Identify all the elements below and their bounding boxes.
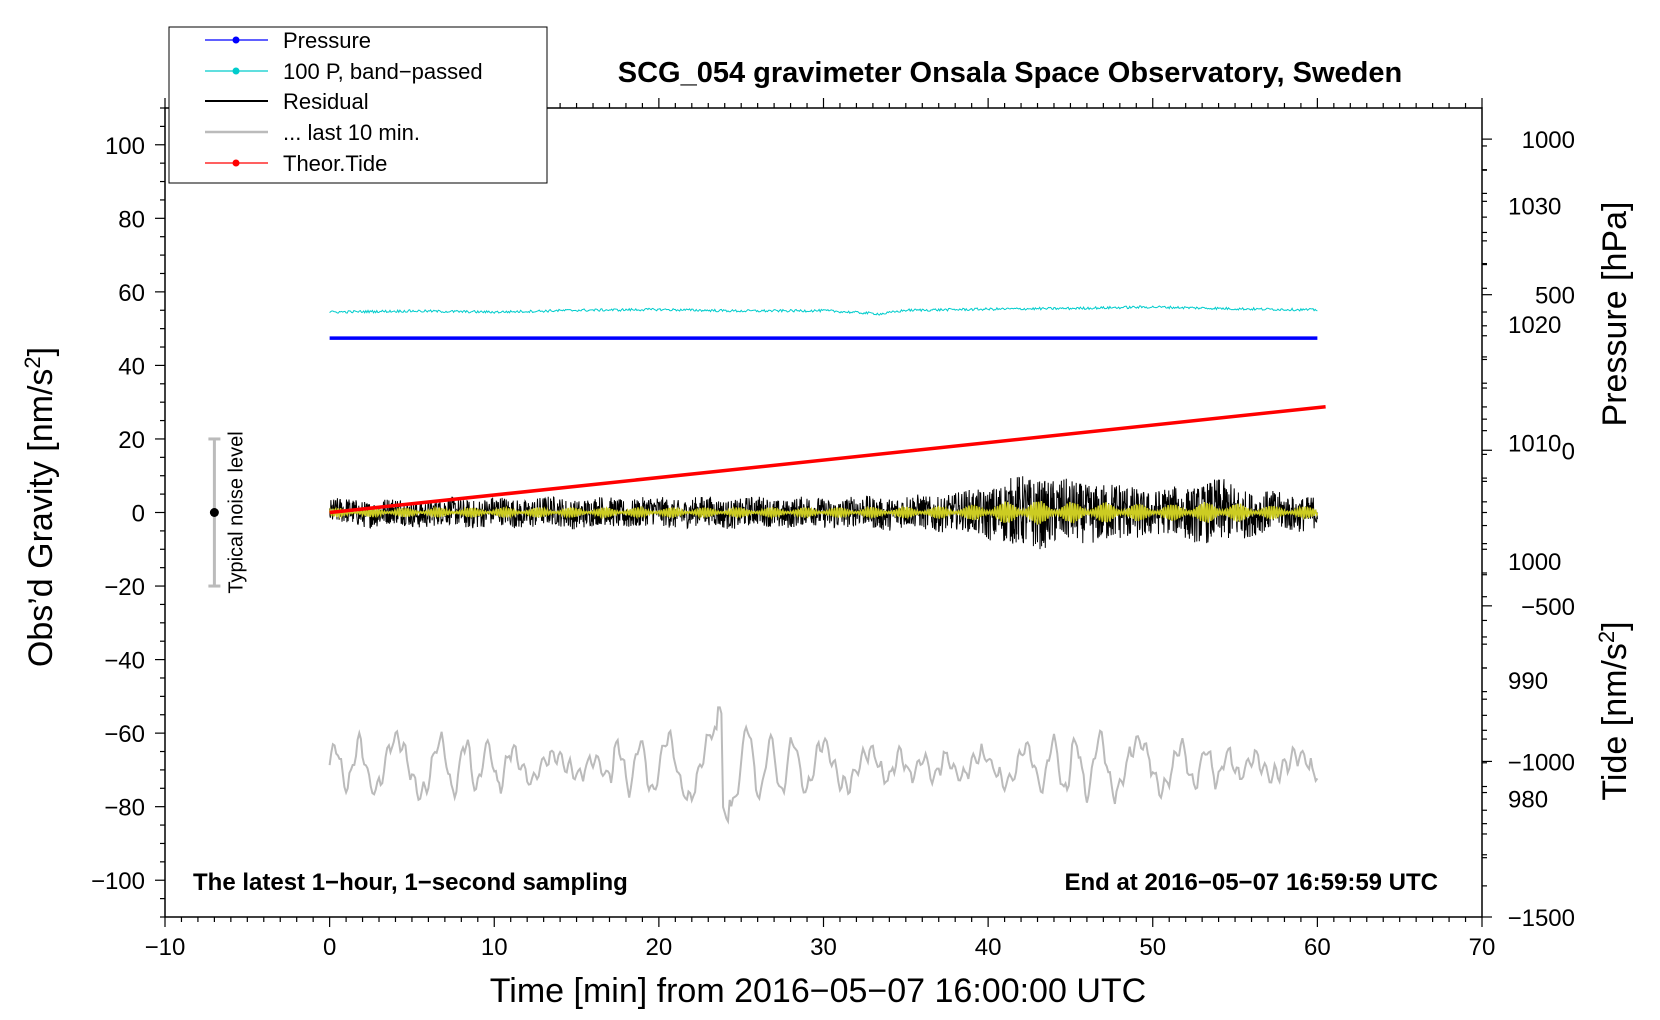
y-axis-label-left: Obs’d Gravity [nm/s2]	[20, 347, 61, 667]
series-theor-tide	[329, 404, 1326, 515]
y-tick-label: 80	[118, 206, 145, 233]
legend-box	[168, 26, 548, 184]
y-tick-label: −60	[104, 721, 145, 748]
y-tick-label: 40	[118, 353, 145, 380]
tide-tick-label: −500	[1521, 594, 1575, 621]
series-residual	[329, 476, 1318, 550]
pressure-tick-label: 980	[1508, 786, 1548, 813]
legend-marker-tide	[232, 159, 240, 167]
legend-label-bandpassed: 100 P, band−passed	[283, 59, 483, 84]
y-axis-label-left-end: ]	[22, 347, 60, 356]
y-axis-label-tide-end: ]	[1596, 621, 1634, 630]
ticks-layer: −10 0 10 20 30 40 50 60 70−100−80−60−40−20020406…	[91, 98, 1575, 961]
tide-tick-label: 1000	[1522, 127, 1575, 154]
x-tick-label: 0	[323, 934, 336, 961]
y-tick-label: −80	[104, 795, 145, 822]
legend: Pressure 100 P, band−passed Residual ...…	[168, 26, 548, 184]
x-tick-label: 20	[646, 934, 673, 961]
series-band-passed	[329, 305, 1318, 316]
y-tick-label: −40	[104, 648, 145, 675]
y-tick-label: 20	[118, 427, 145, 454]
noise-center-dot	[209, 508, 219, 517]
noise-level-indicator: Typical noise level	[208, 431, 247, 594]
pressure-tick-label: 1000	[1508, 549, 1561, 576]
y-tick-label: 0	[132, 501, 145, 528]
annotation-sampling: The latest 1−hour, 1−second sampling	[193, 869, 628, 896]
y-axis-label-pressure: Pressure [hPa]	[1596, 202, 1634, 427]
y-tick-label: 60	[118, 280, 145, 307]
series-last-10-min	[328, 706, 1319, 825]
series-layer	[328, 305, 1326, 825]
pressure-tick-label: 1020	[1508, 312, 1561, 339]
pressure-tick-label: 1010	[1508, 431, 1561, 458]
x-tick-label: 40	[975, 934, 1002, 961]
y-tick-label: −100	[91, 868, 145, 895]
legend-label-tide: Theor.Tide	[283, 151, 387, 176]
x-tick-label: 60	[1304, 934, 1331, 961]
tide-tick-label: −1500	[1508, 905, 1575, 932]
annotation-end-time: End at 2016−05−07 16:59:59 UTC	[1064, 869, 1438, 896]
legend-marker-bandpassed	[232, 67, 240, 75]
series-residual-filtered	[328, 501, 1319, 525]
tide-tick-label: 500	[1535, 283, 1575, 310]
pressure-tick-label: 990	[1508, 668, 1548, 695]
legend-label-residual: Residual	[283, 89, 369, 114]
x-tick-label: −10	[145, 934, 186, 961]
legend-label-last10: ... last 10 min.	[283, 120, 420, 145]
pressure-tick-label: 1030	[1508, 193, 1561, 220]
y-tick-label: −20	[104, 574, 145, 601]
chart-title: SCG_054 gravimeter Onsala Space Observat…	[618, 57, 1402, 89]
y-axis-label-tide-sup: 2	[1594, 631, 1619, 643]
x-tick-label: 10	[481, 934, 508, 961]
tide-tick-label: −1000	[1508, 749, 1575, 776]
y-axis-label-tide-text: Tide [nm/s	[1596, 643, 1634, 800]
x-tick-label: 30	[810, 934, 837, 961]
y-tick-label: 100	[105, 133, 145, 160]
noise-level-label: Typical noise level	[225, 431, 247, 593]
tide-tick-label: 0	[1562, 438, 1575, 465]
y-axis-label-left-sup: 2	[20, 356, 45, 368]
y-axis-label-left-text: Obs’d Gravity [nm/s	[22, 369, 60, 668]
y-axis-label-tide: Tide [nm/s2]	[1594, 621, 1635, 800]
x-axis-label: Time [min] from 2016−05−07 16:00:00 UTC	[490, 972, 1146, 1010]
legend-label-pressure: Pressure	[283, 28, 371, 53]
x-tick-label: 70	[1469, 934, 1496, 961]
x-tick-label: 50	[1139, 934, 1166, 961]
legend-marker-pressure	[232, 36, 240, 44]
